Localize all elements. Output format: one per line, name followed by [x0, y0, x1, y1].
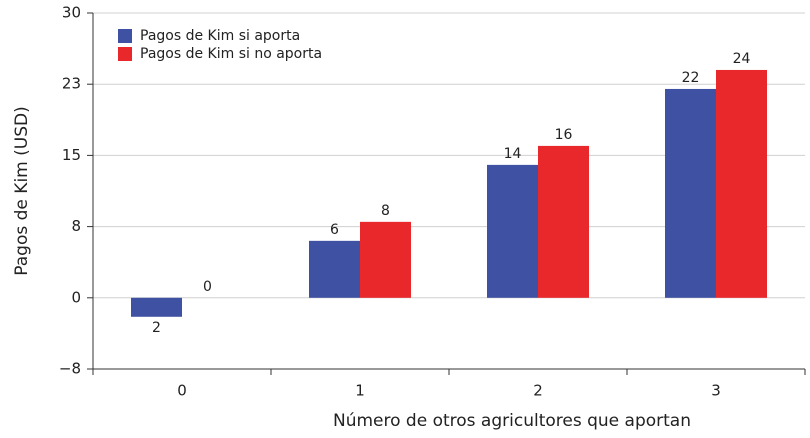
y-axis-label: Pagos de Kim (USD)	[12, 106, 32, 275]
legend-label: Pagos de Kim si no aporta	[140, 46, 322, 62]
bar	[309, 240, 360, 298]
y-tick-label: −8	[59, 360, 81, 378]
x-tick-label: 0	[177, 382, 187, 400]
data-label: 16	[555, 127, 573, 143]
bar	[487, 164, 538, 298]
x-tick-label: 2	[533, 382, 543, 400]
y-tick-label: 8	[71, 217, 81, 235]
legend-swatch	[118, 29, 132, 43]
legend-swatch	[118, 47, 132, 61]
bar	[131, 297, 182, 317]
data-label: 8	[381, 203, 390, 219]
legend-label: Pagos de Kim si aporta	[140, 28, 300, 44]
data-label: 22	[682, 70, 700, 86]
x-tick-label: 3	[711, 382, 721, 400]
x-axis-label: Número de otros agricultores que aportan	[333, 411, 691, 431]
bar	[360, 221, 411, 298]
bar	[665, 88, 716, 298]
y-tick-label: 23	[62, 75, 81, 93]
y-tick-label: 15	[62, 146, 81, 164]
data-label: 6	[330, 222, 339, 238]
y-tick-label: 0	[71, 288, 81, 306]
data-label: 0	[203, 279, 212, 295]
data-label: 2	[152, 320, 161, 336]
x-tick-label: 1	[355, 382, 365, 400]
data-label: 14	[504, 146, 522, 162]
bar	[716, 69, 767, 298]
data-label: 24	[733, 51, 751, 67]
bar	[538, 145, 589, 298]
y-tick-label: 30	[62, 4, 81, 22]
